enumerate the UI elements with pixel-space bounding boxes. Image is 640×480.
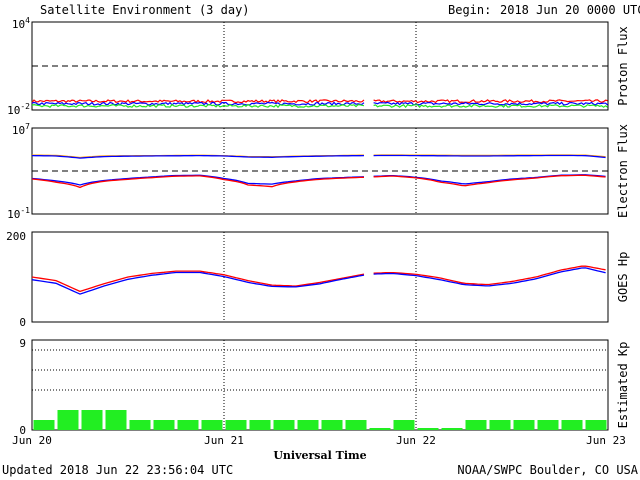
begin-label: Begin: [448,3,491,17]
hp-series-blue-1-seg-0 [31,271,365,295]
proton-ytick-bottom-base: 10 [7,104,20,117]
electron-series-blue-1-seg-1 [373,154,606,159]
proton-ytick-top: 104 [12,16,30,31]
xtick-jun22: Jun 22 [396,434,436,447]
kp-bar-0 [33,420,55,430]
xtick-jun20: Jun 20 [12,434,52,447]
electron-panel [31,127,609,215]
kp-bar-13 [345,420,367,430]
electron-ytick-bottom: 10-1 [7,206,30,221]
proton-series-blue-1-seg-1 [373,101,608,106]
hp-panel [31,231,609,323]
hp-series-red-0-seg-1 [373,265,606,286]
kp-bar-7 [201,420,223,430]
proton-series-red-0-seg-0 [31,99,365,104]
kp-bar-12 [321,420,343,430]
kp-bar-9 [249,420,271,430]
proton-panel [31,21,609,111]
proton-ytick-top-exp: 4 [25,16,30,25]
kp-bar-19 [489,420,511,430]
proton-series-blue-1-seg-0 [31,101,365,106]
kp-bar-8 [225,420,247,430]
credit-text: NOAA/SWPC Boulder, CO USA [457,463,638,477]
kp-bar-6 [177,420,199,430]
hp-ylabel: GOES Hp [616,252,630,303]
kp-ylabel: Estimated Kp [616,342,630,429]
electron-ylabel: Electron Flux [616,124,630,218]
electron-ytick-top-exp: 7 [25,122,30,131]
electron-series-red-3-seg-1 [373,174,606,187]
kp-bar-2 [81,410,103,430]
chart-marks [31,22,608,430]
electron-ytick-bottom-base: 10 [7,208,20,221]
proton-ytick-bottom: 10-2 [7,102,30,117]
hp-ytick-bottom: 0 [19,316,26,329]
kp-bar-3 [105,410,127,430]
kp-bar-10 [273,420,295,430]
kp-bar-17 [441,428,463,430]
kp-bar-18 [465,420,487,430]
begin-value: 2018 Jun 20 0000 UTC [500,3,640,17]
x-axis-label: Universal Time [273,449,366,462]
kp-bar-4 [129,420,151,430]
kp-bar-11 [297,420,319,430]
electron-series-blue-1-seg-0 [31,154,365,159]
kp-panel [31,339,609,431]
kp-ytick-bottom: 0 [19,424,26,437]
proton-series-green-2-seg-1 [373,103,608,109]
electron-ytick-bottom-exp: -1 [20,206,30,215]
proton-ytick-bottom-exp: -2 [20,102,30,111]
hp-ytick-top: 200 [6,230,26,243]
kp-bar-1 [57,410,79,430]
kp-bar-5 [153,420,175,430]
xtick-jun23: Jun 23 [586,434,626,447]
kp-bar-22 [561,420,583,430]
electron-ytick-top-base: 10 [12,124,25,137]
proton-ylabel: Proton Flux [616,26,630,105]
kp-bar-16 [417,428,439,430]
kp-bar-20 [513,420,535,430]
electron-series-red-3-seg-0 [31,175,365,189]
hp-series-blue-1-seg-1 [373,267,606,287]
kp-bar-14 [369,428,391,430]
kp-ytick-top: 9 [19,337,26,350]
xtick-jun21: Jun 21 [204,434,244,447]
electron-ytick-top: 107 [12,122,30,137]
kp-bar-15 [393,420,415,430]
proton-series-red-0-seg-1 [373,99,608,104]
proton-series-green-2-seg-0 [31,103,365,109]
chart-title: Satellite Environment (3 day) [40,3,250,17]
updated-timestamp: Updated 2018 Jun 22 23:56:04 UTC [2,463,233,477]
kp-bar-21 [537,420,559,430]
kp-bar-23 [585,420,607,430]
proton-ytick-top-base: 10 [12,18,25,31]
hp-series-red-0-seg-0 [31,270,365,293]
